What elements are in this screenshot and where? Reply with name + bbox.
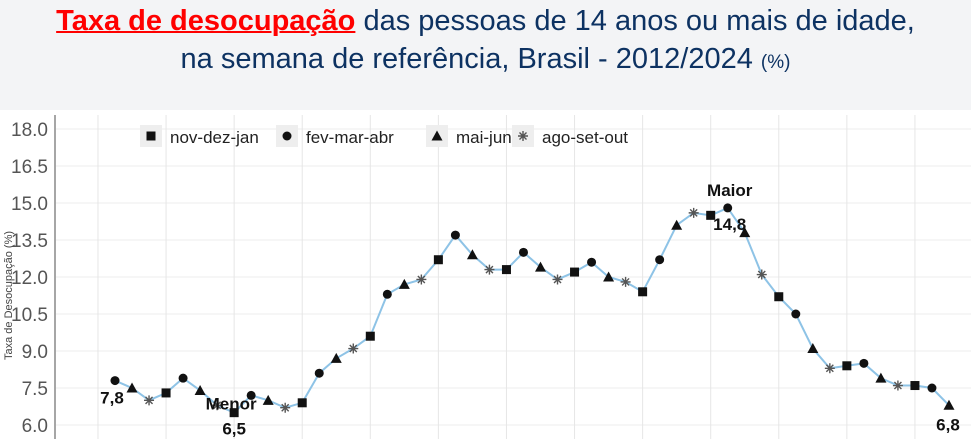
annotation-value: 6,5 [222, 420, 246, 439]
data-point-square [774, 292, 784, 302]
data-point-circle [382, 289, 392, 299]
data-point-asterisk [484, 264, 495, 275]
title-line1: das pessoas de 14 anos ou mais de idade, [355, 5, 915, 37]
data-point-square [433, 255, 443, 265]
data-point-asterisk [144, 395, 155, 406]
data-point-square [910, 381, 920, 391]
data-point-circle [791, 309, 801, 319]
data-point-asterisk [348, 343, 359, 354]
data-point-circle [587, 257, 597, 267]
data-point-triangle [875, 372, 887, 383]
data-point-circle [110, 376, 120, 386]
legend-asterisk-icon [518, 131, 528, 141]
data-point-asterisk [552, 274, 563, 285]
y-axis-label: Taxa de Desocupação (%) [3, 231, 15, 360]
data-point-circle [246, 390, 256, 400]
data-point-triangle [603, 271, 615, 282]
annotation-value: 6,8 [936, 415, 960, 434]
data-point-triangle [943, 399, 955, 410]
data-point-asterisk [892, 380, 903, 391]
data-point-triangle [671, 219, 683, 230]
data-point-circle [314, 368, 324, 378]
data-point-square [365, 331, 375, 341]
y-tick-label: 18.0 [11, 120, 48, 141]
annotation-label: Maior [707, 181, 753, 200]
y-tick-label: 15.0 [11, 194, 48, 215]
data-point-circle [518, 247, 528, 257]
y-tick-label: 7.5 [22, 379, 48, 400]
data-point-square [570, 267, 580, 277]
data-point-asterisk [280, 402, 291, 413]
title-highlight: Taxa de desocupação [56, 5, 356, 37]
data-point-circle [927, 383, 937, 393]
data-point-circle [723, 203, 733, 213]
data-point-asterisk [212, 400, 223, 411]
data-point-circle [655, 255, 665, 265]
data-point-asterisk [416, 274, 427, 285]
chart-title: Taxa de desocupação das pessoas de 14 an… [0, 2, 971, 82]
data-point-square [706, 210, 716, 220]
data-point-triangle [739, 227, 751, 238]
data-point-square [638, 287, 648, 297]
y-tick-labels: 6.0 7.5 9.0 10.5 12.0 13.5 15.0 16.5 18.0 [11, 120, 48, 437]
annotation-label: Menor [206, 395, 257, 414]
data-point-circle [450, 230, 460, 240]
data-point-square [501, 265, 511, 275]
legend-triangle-icon [431, 130, 443, 141]
title-unit: (%) [760, 52, 791, 73]
data-point-asterisk [620, 276, 631, 287]
data-point-triangle [126, 382, 138, 393]
y-tick-label: 10.5 [11, 305, 48, 326]
y-tick-label: 9.0 [22, 342, 48, 363]
annotation-value: 7,8 [100, 389, 124, 408]
legend-label: nov-dez-jan [170, 128, 259, 147]
legend-circle-icon [282, 131, 292, 141]
y-tick-label: 6.0 [22, 416, 48, 437]
data-point-triangle [330, 352, 342, 363]
data-point-asterisk [688, 207, 699, 218]
annotation-value: 14,8 [713, 215, 746, 234]
data-point-asterisk [756, 269, 767, 280]
data-point-circle [178, 373, 188, 383]
data-point-square [161, 388, 171, 398]
data-point-triangle [262, 394, 274, 405]
legend-square-icon [146, 131, 156, 141]
data-point-triangle [398, 278, 410, 289]
plot-background [0, 110, 971, 439]
data-point-square [297, 398, 307, 408]
y-tick-label: 13.5 [11, 231, 48, 252]
series [110, 203, 955, 418]
legend-label: fev-mar-abr [306, 128, 394, 147]
annotations: 7,8 Menor 6,5 Maior 14,8 6,8 [100, 181, 960, 439]
data-point-square [229, 408, 239, 418]
legend: nov-dez-jan fev-mar-abr mai-jun-jul ago-set… [140, 125, 628, 147]
data-point-triangle [466, 249, 478, 260]
data-point-triangle [535, 261, 546, 272]
title-line2: na semana de referência, Brasil - 2012/2… [180, 43, 753, 75]
y-tick-label: 16.5 [11, 157, 48, 178]
data-point-square [842, 361, 852, 371]
data-point-triangle [194, 384, 206, 395]
data-point-triangle [807, 343, 819, 354]
data-point-circle [859, 358, 869, 368]
legend-label: ago-set-out [542, 128, 628, 147]
data-point-asterisk [824, 363, 835, 374]
gridlines [56, 115, 971, 439]
y-tick-label: 12.0 [11, 268, 48, 289]
